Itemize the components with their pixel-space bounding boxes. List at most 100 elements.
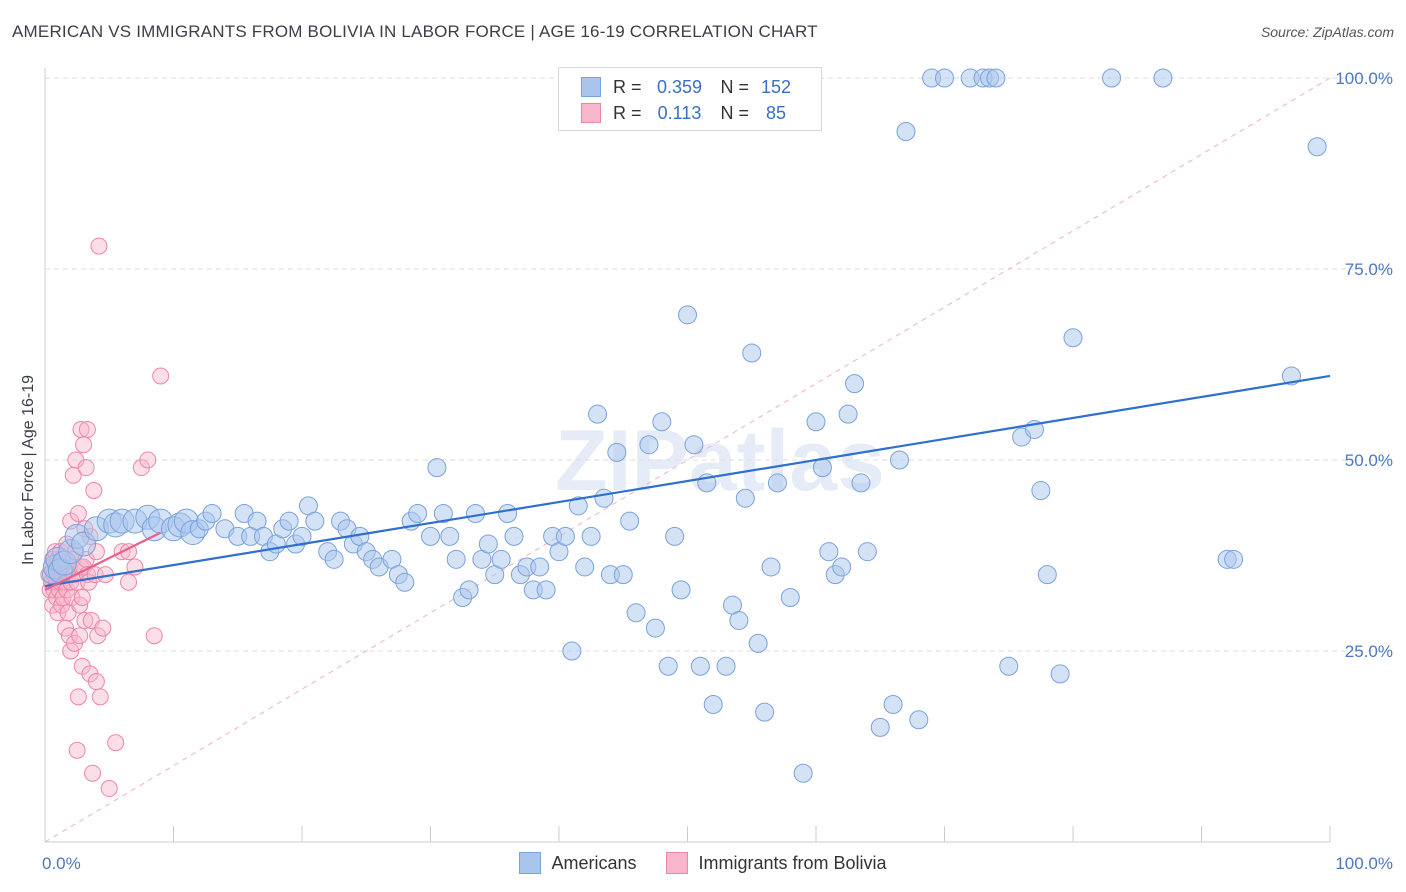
american-point <box>639 435 659 455</box>
chart-title: AMERICAN VS IMMIGRANTS FROM BOLIVIA IN L… <box>12 22 818 41</box>
americans-points <box>41 68 1327 783</box>
american-point <box>767 473 787 493</box>
y-tick-label: 100.0% <box>1335 69 1393 88</box>
american-point <box>594 488 614 508</box>
american-point <box>1050 664 1070 684</box>
american-point <box>498 503 518 523</box>
american-point <box>626 603 646 623</box>
y-tick-label: 50.0% <box>1345 451 1393 470</box>
bolivia-point <box>78 420 96 438</box>
legend-row-americans: R = 0.359 N = 152 <box>581 76 798 98</box>
american-point <box>279 511 299 531</box>
american-point <box>465 503 485 523</box>
americans-swatch <box>519 852 542 874</box>
legend-row-bolivia: R = 0.113 N = 85 <box>581 102 798 124</box>
bolivia-label: Immigrants from Bolivia <box>698 852 887 873</box>
series-legend-bolivia[interactable]: Immigrants from Bolivia <box>666 852 887 874</box>
american-point <box>620 511 640 531</box>
american-point <box>1031 481 1051 501</box>
american-point <box>421 526 440 546</box>
bolivia-point <box>73 589 91 607</box>
american-point <box>433 503 453 523</box>
american-point <box>716 656 736 676</box>
american-point <box>1153 68 1173 88</box>
american-point <box>729 610 749 630</box>
bolivia-point <box>49 604 67 622</box>
bolivia-trend-line <box>44 531 162 591</box>
bolivia-point <box>100 780 118 798</box>
bolivia-point <box>69 688 87 706</box>
bolivia-point <box>85 482 103 500</box>
x-tick-labels: 0.0% 100.0% <box>42 854 1393 873</box>
american-point <box>292 526 312 546</box>
y-axis-title: In Labor Force | Age 16-19 <box>20 375 37 565</box>
american-point <box>870 717 890 737</box>
american-point <box>671 580 691 600</box>
x-tick-label-max: 100.0% <box>1335 854 1393 873</box>
bolivia-point <box>87 673 105 691</box>
american-point <box>440 526 460 546</box>
bolivia-point <box>69 504 87 522</box>
american-point <box>562 641 582 661</box>
trend-lines <box>44 374 1331 591</box>
american-point <box>588 404 608 424</box>
american-point <box>446 549 466 569</box>
american-point <box>999 656 1019 676</box>
stats-legend: R = 0.359 N = 152 R = 0.113 N = 85 <box>558 67 822 131</box>
american-point <box>645 618 665 638</box>
american-point <box>678 305 697 325</box>
american-point <box>896 121 916 141</box>
bolivia-point <box>120 573 138 591</box>
legend-n-label: N = <box>720 102 750 123</box>
american-point <box>845 374 865 394</box>
american-point <box>909 710 929 730</box>
american-point <box>478 534 498 554</box>
american-point <box>408 503 428 523</box>
source-label: Source: ZipAtlas.com <box>1260 24 1394 40</box>
american-point <box>761 557 781 577</box>
american-point <box>851 473 871 493</box>
american-point <box>504 526 524 546</box>
american-point <box>883 694 903 714</box>
american-point <box>581 526 601 546</box>
legend-r-label: R = <box>613 76 642 97</box>
american-point <box>812 458 832 478</box>
american-point <box>530 557 550 577</box>
american-point <box>793 763 813 783</box>
american-point <box>613 565 633 585</box>
american-point <box>459 580 479 600</box>
bolivia-point <box>68 741 86 759</box>
american-point <box>935 68 954 88</box>
american-point <box>575 557 595 577</box>
american-point <box>735 488 755 508</box>
axes <box>44 68 1331 843</box>
american-point <box>890 450 910 470</box>
y-tick-labels: 25.0% 50.0% 75.0% 100.0% <box>1335 69 1393 661</box>
american-point <box>665 526 685 546</box>
american-point <box>703 694 723 714</box>
y-tick-label: 25.0% <box>1345 642 1393 661</box>
american-point <box>1224 549 1244 569</box>
legend-r-value: 0.113 <box>657 102 702 123</box>
american-point <box>555 526 575 546</box>
bolivia-point <box>76 611 94 629</box>
american-point <box>1037 565 1057 585</box>
american-point <box>684 435 704 455</box>
american-point <box>568 496 588 516</box>
bolivia-swatch <box>666 852 689 874</box>
bolivia-point <box>71 627 89 645</box>
american-point <box>857 542 877 562</box>
american-point <box>202 503 222 523</box>
american-point <box>427 458 447 478</box>
american-point <box>690 656 710 676</box>
american-point <box>986 68 1006 88</box>
legend-r-value: 0.359 <box>657 76 703 97</box>
legend-n-label: N = <box>720 76 750 97</box>
american-point <box>748 633 768 653</box>
legend-swatch-blue <box>581 77 601 97</box>
bolivia-point <box>54 589 72 607</box>
x-tick-label-min: 0.0% <box>42 854 81 873</box>
american-point <box>832 557 852 577</box>
series-legend-americans[interactable]: Americans <box>519 852 636 874</box>
